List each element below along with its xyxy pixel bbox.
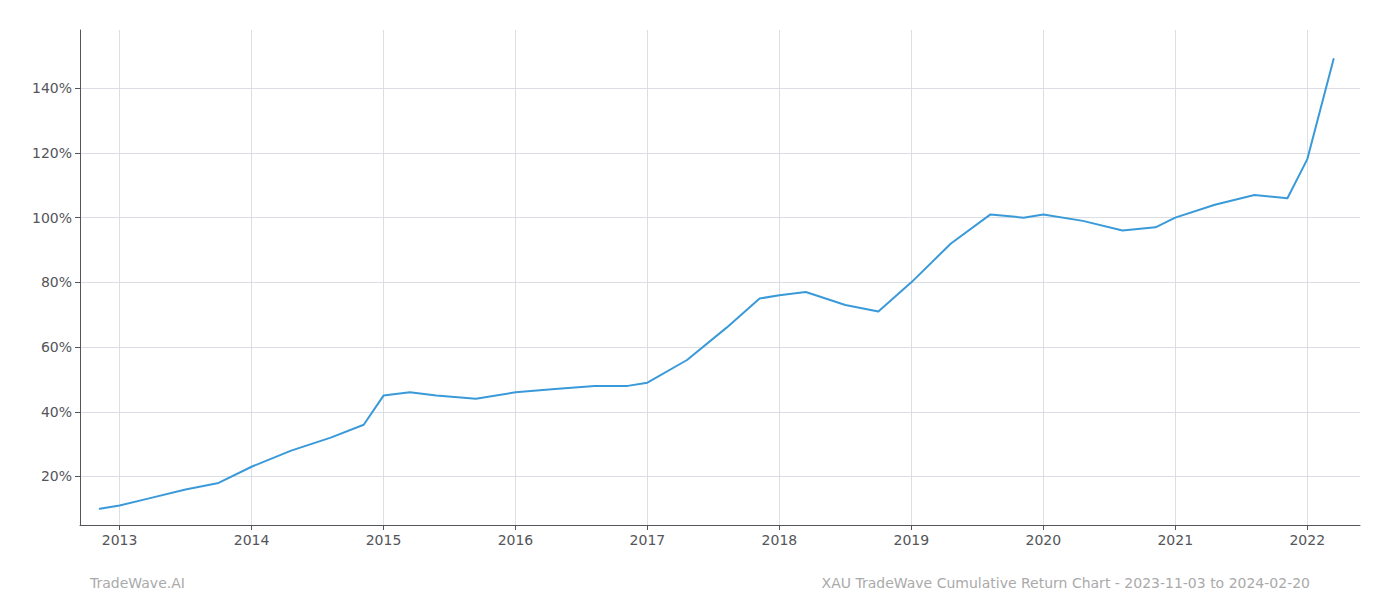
svg-text:XAU TradeWave Cumulative Retur: XAU TradeWave Cumulative Return Chart - … bbox=[822, 575, 1310, 591]
svg-text:2022: 2022 bbox=[1289, 532, 1325, 548]
svg-text:140%: 140% bbox=[32, 80, 72, 96]
svg-text:2018: 2018 bbox=[762, 532, 798, 548]
svg-text:20%: 20% bbox=[41, 468, 72, 484]
svg-text:2015: 2015 bbox=[366, 532, 402, 548]
svg-text:60%: 60% bbox=[41, 339, 72, 355]
svg-text:TradeWave.AI: TradeWave.AI bbox=[89, 575, 185, 591]
svg-text:2013: 2013 bbox=[102, 532, 138, 548]
svg-text:2014: 2014 bbox=[234, 532, 270, 548]
svg-text:2021: 2021 bbox=[1157, 532, 1193, 548]
svg-text:2019: 2019 bbox=[894, 532, 930, 548]
svg-text:2020: 2020 bbox=[1025, 532, 1061, 548]
svg-text:100%: 100% bbox=[32, 210, 72, 226]
svg-text:120%: 120% bbox=[32, 145, 72, 161]
svg-text:2016: 2016 bbox=[498, 532, 534, 548]
svg-text:80%: 80% bbox=[41, 274, 72, 290]
svg-text:2017: 2017 bbox=[630, 532, 666, 548]
svg-text:40%: 40% bbox=[41, 404, 72, 420]
